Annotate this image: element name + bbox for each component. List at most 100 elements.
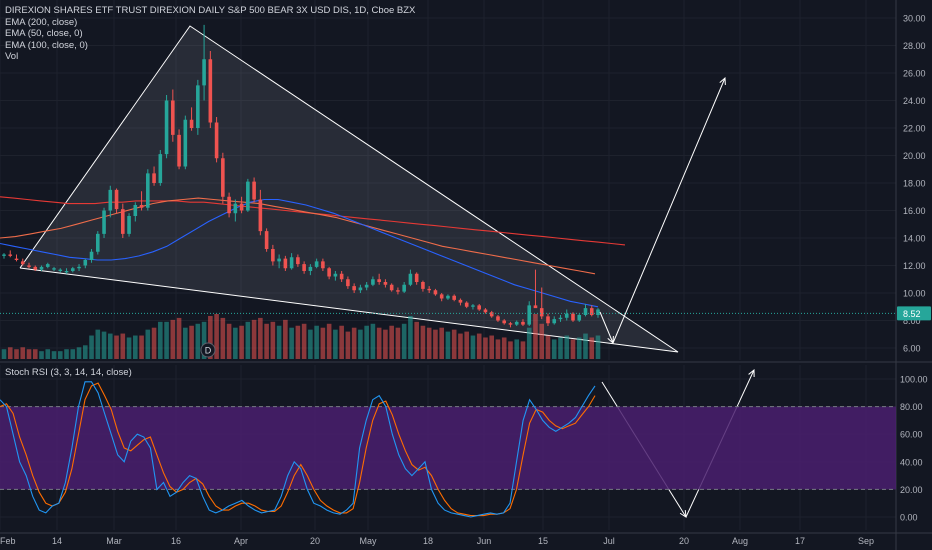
candle-body [439, 294, 444, 299]
volume-bar [245, 321, 251, 359]
candle-body [496, 316, 500, 321]
triangle-drawing[interactable] [19, 25, 679, 353]
candle-body [546, 316, 550, 324]
candle-body [277, 258, 281, 262]
time-axis-label: Jun [477, 536, 492, 546]
candle-body [339, 273, 344, 280]
volume-bar [251, 319, 257, 359]
price-axis-label: 14.00 [903, 234, 926, 244]
volume-bar [570, 339, 576, 359]
volume-bar [458, 333, 463, 359]
price-axis-label: 10.00 [903, 289, 926, 299]
volume-bar [358, 329, 363, 359]
candle-body [77, 266, 81, 269]
candle-body [20, 261, 25, 265]
volume-bar [139, 335, 144, 359]
stoch-k-line [0, 381, 596, 518]
candle-body [33, 266, 38, 270]
candle-body [314, 261, 319, 267]
candle-body [577, 315, 582, 321]
volume-bar [289, 327, 294, 359]
candle-body [427, 288, 431, 291]
volume-bar [201, 321, 207, 359]
candle-body [202, 59, 206, 86]
volume-bar [545, 335, 551, 359]
volume-bar [7, 347, 13, 359]
volume-bar [533, 314, 538, 359]
volume-bar [57, 351, 63, 359]
candle-body [414, 273, 419, 282]
volume-bar [283, 319, 288, 359]
axes: 6.00 8.00 10.00 12.00 14.00 16.00 18.00 20.00 22… [0, 14, 931, 546]
candle-body [264, 231, 269, 249]
volume-bar [401, 323, 407, 359]
candle-body [564, 313, 569, 318]
time-axis-label: 16 [171, 536, 181, 546]
volume-bar [551, 339, 557, 359]
volume-bar [26, 349, 32, 359]
candle-body [283, 258, 288, 269]
candle-body [308, 266, 313, 271]
volume-bar [583, 333, 588, 359]
candle-body [596, 309, 600, 315]
candle-body [333, 273, 338, 277]
volume-bar [101, 331, 107, 359]
candlesticks [0, 24, 896, 328]
candle-body [133, 205, 138, 216]
candle-body [114, 189, 119, 210]
time-axis-label: 20 [310, 536, 320, 546]
volume-bar [376, 327, 382, 359]
candle-body [458, 299, 463, 303]
candle-body [383, 282, 388, 285]
volume-bar [539, 323, 545, 359]
candle-body [189, 119, 194, 128]
volume-bar [89, 335, 94, 359]
candle-body [539, 308, 544, 317]
stoch-rsi-legend[interactable]: Stoch RSI (3, 3, 14, 14, close) [5, 367, 132, 378]
ema50-line [0, 198, 599, 308]
event-marker-d: D [200, 342, 216, 358]
volume-bar [420, 325, 426, 359]
volume-bar [320, 327, 326, 359]
candle-body [183, 119, 188, 167]
volume-bar [489, 335, 495, 359]
time-axis-label: Jul [603, 536, 615, 546]
price-axis-label: 28.00 [903, 41, 926, 51]
candle-body [146, 173, 150, 208]
volume-bar [439, 327, 444, 359]
volume-bars [1, 314, 601, 359]
volume-bar [107, 333, 113, 359]
volume-bar [526, 327, 532, 359]
volume-bar [14, 349, 19, 359]
volume-bar [395, 327, 401, 359]
candle-body [52, 268, 56, 270]
volume-bar [495, 339, 501, 359]
time-axis-label: Mar [106, 536, 122, 546]
candle-body [171, 100, 175, 135]
stoch-overbought-oversold-band [0, 406, 896, 490]
volume-bar [314, 325, 319, 359]
candle-body [258, 199, 263, 232]
price-axis-label: 6.00 [903, 344, 921, 354]
candle-body [508, 323, 513, 325]
candle-body [139, 205, 144, 208]
event-marker-label: D [205, 346, 212, 356]
price-axis-label: 18.00 [903, 179, 926, 189]
volume-bar [176, 317, 182, 359]
stoch-axis-label: 60.00 [900, 430, 923, 440]
volume-bar [408, 315, 413, 359]
volume-bar [114, 335, 119, 359]
volume-bar [326, 323, 332, 359]
volume-bar [258, 317, 263, 359]
candle-body [45, 264, 50, 267]
volume-bar [189, 325, 194, 359]
candle-body [358, 287, 363, 291]
volume-bar [508, 341, 513, 359]
candle-body [402, 284, 406, 292]
volume-bar [195, 323, 201, 359]
candle-body [239, 203, 244, 211]
time-axis-label: Sep [858, 536, 874, 546]
volume-bar [564, 335, 570, 359]
candle-body [95, 233, 100, 252]
